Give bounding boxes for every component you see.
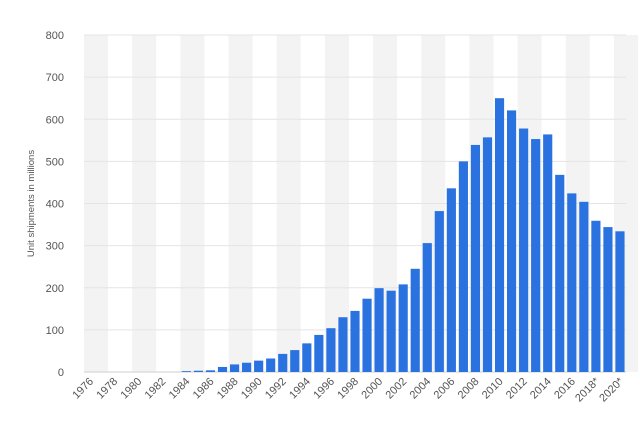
bar [591,220,601,372]
bar [242,362,252,372]
y-axis-label: Unit shipments in millions [26,150,37,257]
x-tick-label: 2018* [573,375,602,404]
x-tick-label: 1990 [239,376,265,402]
bar [254,360,264,372]
y-tick-label: 500 [46,156,64,168]
x-tick-label: 1976 [70,376,96,402]
bar [386,290,396,372]
x-tick-label: 2002 [384,376,410,402]
bar [410,268,420,372]
x-axis-ticks: 1976197819801982198419861988199019921994… [70,375,626,404]
x-tick-label: 1998 [335,376,361,402]
bar [555,174,565,372]
y-tick-label: 200 [46,283,64,295]
bar [531,139,541,372]
bar [615,231,625,372]
bar [567,193,577,372]
y-tick-label: 100 [46,325,64,337]
bar [229,364,240,372]
bar [266,358,276,372]
y-tick-label: 800 [46,30,64,42]
x-tick-label: 1994 [287,376,313,402]
y-tick-label: 700 [46,72,64,84]
y-tick-label: 600 [46,114,64,126]
x-tick-label: 1988 [215,376,241,402]
x-tick-label: 2014 [528,376,554,402]
bar [278,353,288,372]
x-tick-label: 1986 [191,376,217,402]
x-tick-label: 1982 [143,376,169,402]
bar [507,110,517,372]
bar [470,144,481,372]
bar [362,298,372,372]
gridlines [84,34,626,373]
bar [350,310,360,372]
y-tick-label: 400 [46,199,64,211]
y-tick-label: 0 [58,367,64,379]
bar [482,137,493,372]
bar [519,128,529,372]
bar [193,370,203,372]
bars [181,98,625,372]
bar [314,334,324,372]
x-tick-label: 2006 [432,376,458,402]
x-tick-label: 2010 [480,376,506,402]
x-tick-label: 1992 [263,376,289,402]
bar [434,211,444,372]
y-axis-ticks: 0 100 200 300 400 500 600 700 800 [46,30,64,379]
bar [446,188,456,372]
x-tick-label: 2020* [597,375,626,404]
bar [398,284,408,372]
bar [181,371,191,372]
x-tick-label: 2004 [408,376,434,402]
bar [326,328,336,372]
bar [205,370,216,372]
x-tick-label: 1978 [94,376,120,402]
bar [290,350,300,372]
x-tick-label: 2012 [504,376,530,402]
bar [302,343,312,372]
bar [543,134,553,372]
bar [374,288,384,372]
x-tick-label: 2000 [359,376,385,402]
bar [603,227,613,372]
bar [579,201,589,372]
x-tick-label: 1996 [311,376,337,402]
x-tick-label: 2008 [456,376,482,402]
y-tick-label: 300 [46,241,64,253]
bar [338,317,348,372]
bar [217,366,228,372]
bar [422,243,432,372]
x-tick-label: 1980 [119,376,145,402]
bar [494,98,505,372]
x-tick-label: 1984 [167,376,193,402]
bar [458,161,468,372]
